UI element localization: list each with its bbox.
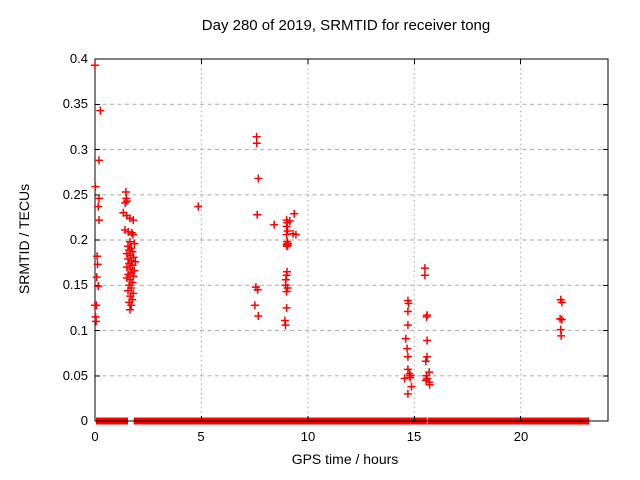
y-tick-label: 0.3	[69, 142, 88, 157]
scatter-points	[91, 61, 566, 398]
y-tick-label: 0.4	[69, 51, 88, 66]
y-tick-label: 0.2	[69, 232, 88, 247]
x-tick-label: 0	[91, 429, 99, 444]
chart-title: Day 280 of 2019, SRMTID for receiver ton…	[201, 17, 491, 34]
x-tick-label: 20	[513, 429, 529, 444]
x-tick-label: 5	[197, 429, 205, 444]
y-tick-label: 0.05	[62, 368, 88, 383]
tick-marks	[94, 58, 608, 422]
x-axis-label: GPS time / hours	[291, 451, 399, 467]
x-tick-label: 10	[300, 429, 316, 444]
y-tick-label: 0	[80, 413, 88, 428]
x-tick-label: 15	[406, 429, 422, 444]
y-tick-label: 0.1	[69, 323, 88, 338]
y-tick-label: 0.25	[62, 187, 88, 202]
y-tick-label: 0.15	[62, 277, 88, 292]
y-tick-label: 0.35	[62, 96, 88, 111]
